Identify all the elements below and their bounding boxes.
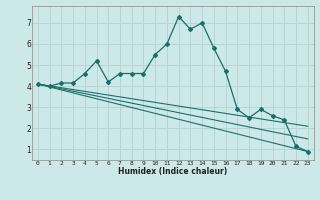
X-axis label: Humidex (Indice chaleur): Humidex (Indice chaleur) xyxy=(118,167,228,176)
